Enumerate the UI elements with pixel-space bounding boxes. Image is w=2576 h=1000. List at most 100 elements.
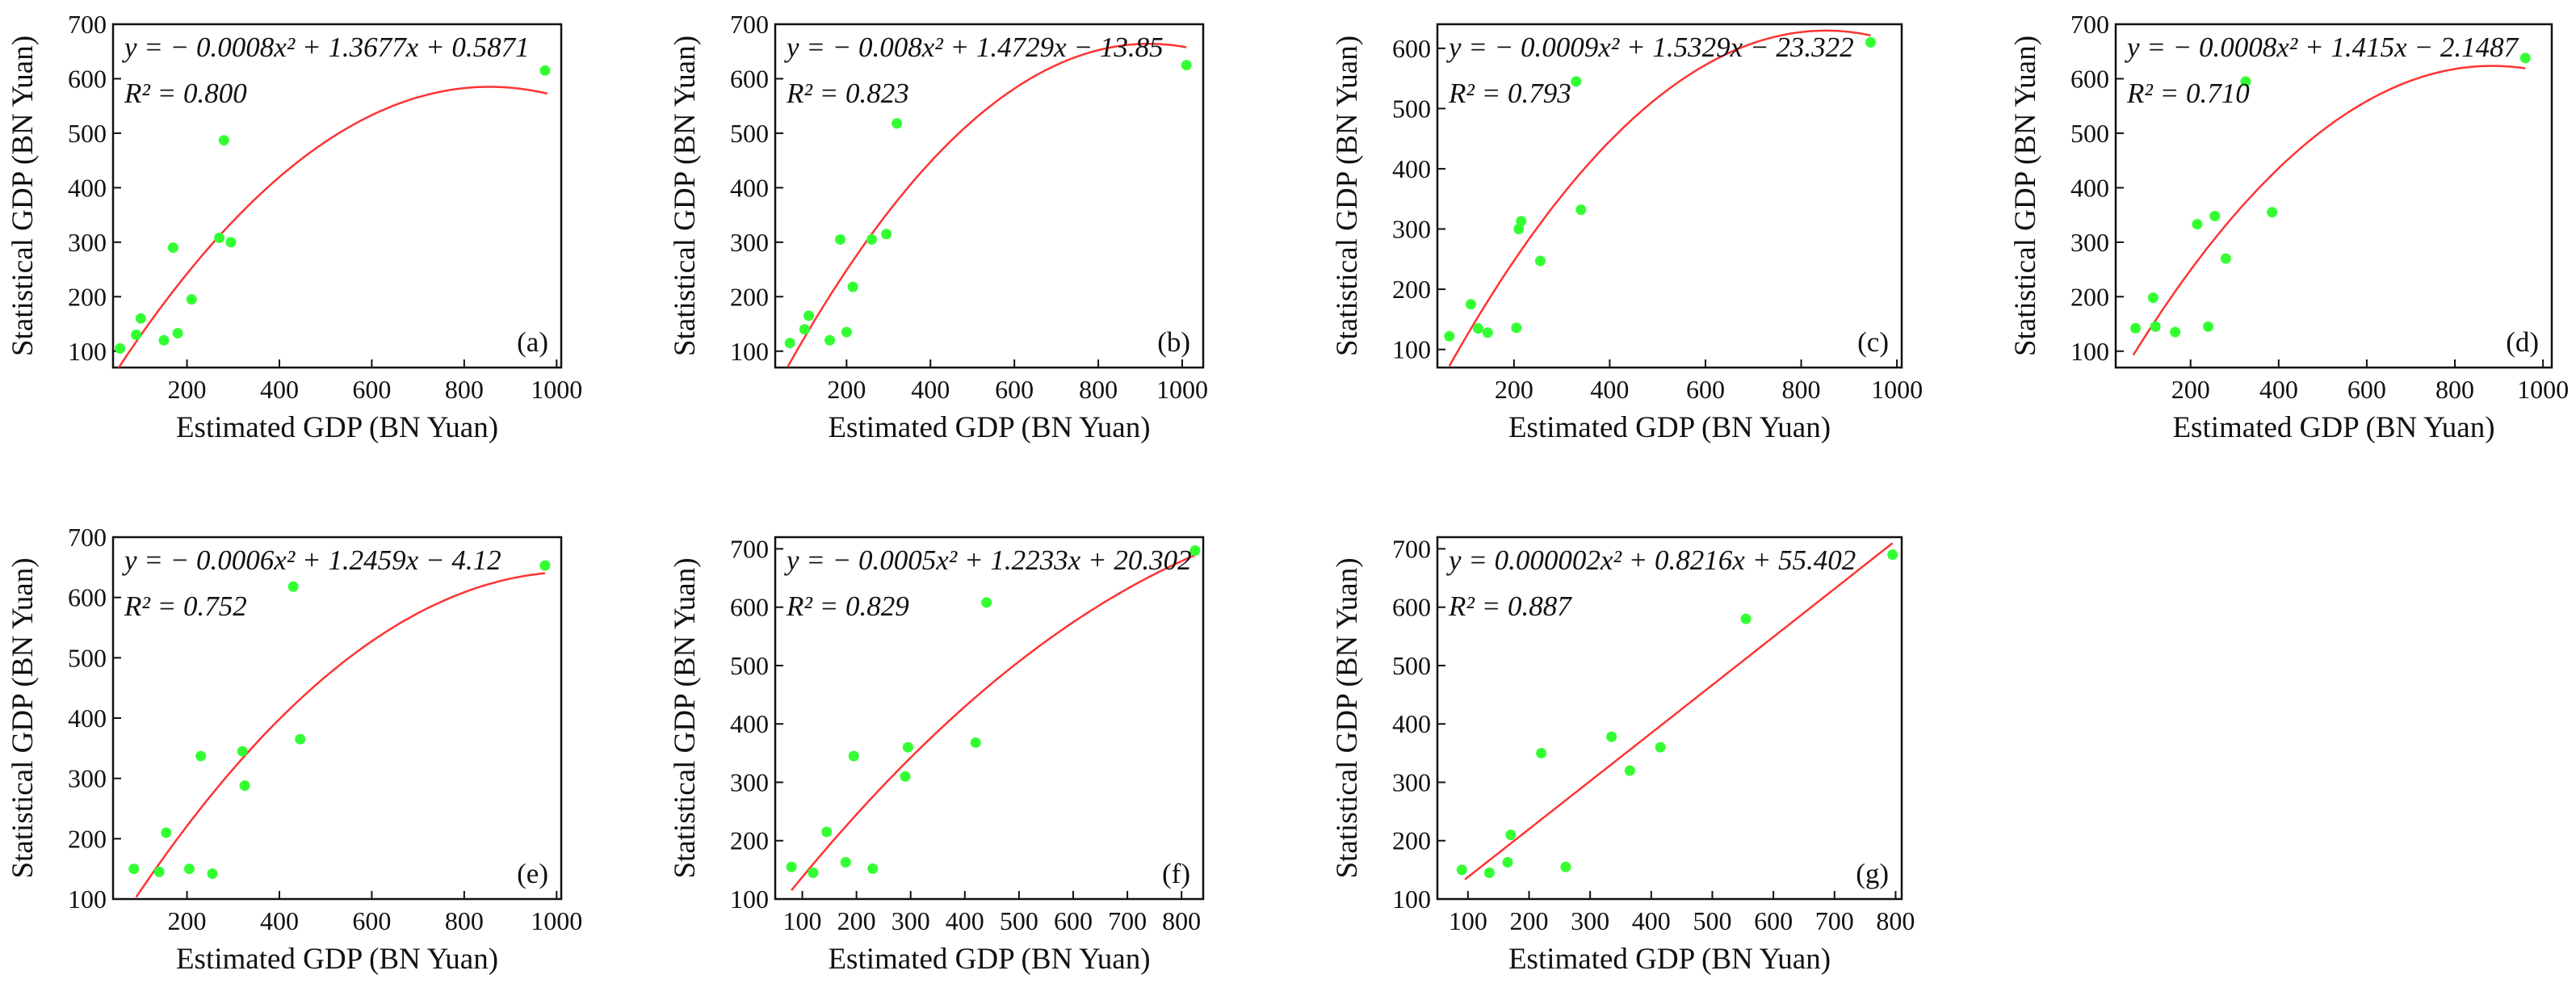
y-axis-label: Statistical GDP (BN Yuan) (669, 557, 702, 878)
chart-panel-6: 100 200 300 400 500 600 700 800 100 200 300 400 500 6… (669, 534, 1205, 976)
x-tick-label: 400 (260, 375, 299, 404)
x-tick-label: 800 (2435, 375, 2474, 404)
x-tick-label: 400 (2259, 375, 2298, 404)
y-tick-label: 200 (1392, 275, 1431, 304)
x-axis-label: Estimated GDP (BN Yuan) (2172, 411, 2494, 444)
y-axis-label: Statistical GDP (BN Yuan) (2009, 36, 2042, 356)
y-tick-label: 100 (2070, 337, 2109, 366)
data-point (183, 863, 195, 875)
x-tick-label: 800 (1162, 906, 1201, 935)
data-point (1502, 856, 1513, 868)
data-point (2150, 321, 2161, 332)
data-point (2267, 207, 2278, 218)
chart-panel-1: 200 400 600 800 1000 100 200 300 400 500 600 700 Est… (6, 10, 582, 444)
y-tick-label: 700 (1392, 534, 1431, 563)
x-tick-label: 300 (1571, 906, 1609, 935)
y-tick-label: 700 (730, 10, 769, 39)
x-tick-label: 600 (995, 375, 1034, 404)
x-axis-label: Estimated GDP (BN Yuan) (176, 943, 498, 976)
y-tick-label: 500 (1392, 651, 1431, 680)
data-point (848, 750, 859, 762)
x-tick-label: 200 (2171, 375, 2210, 404)
data-point (1516, 216, 1527, 227)
y-tick-label: 500 (730, 119, 769, 148)
data-point (1465, 299, 1476, 310)
x-tick-label: 100 (1449, 906, 1487, 935)
data-point (1181, 60, 1192, 71)
data-point (225, 237, 237, 248)
data-point (2203, 321, 2214, 332)
r-squared-label: R² = 0.793 (1448, 78, 1571, 109)
data-point (172, 328, 183, 338)
y-tick-label: 300 (1392, 215, 1431, 244)
y-tick-label: 200 (730, 826, 769, 855)
data-point (131, 330, 142, 341)
x-tick-label: 400 (1590, 375, 1629, 404)
data-point (1740, 613, 1752, 624)
x-tick-label: 100 (783, 906, 822, 935)
y-tick-label: 100 (730, 884, 769, 914)
x-tick-label: 1000 (531, 906, 582, 935)
x-axis-label: Estimated GDP (BN Yuan) (1508, 943, 1831, 976)
y-tick-label: 400 (2070, 173, 2109, 202)
y-tick-label: 300 (68, 228, 107, 257)
data-point (1189, 545, 1201, 557)
data-point (1482, 327, 1493, 338)
r-squared-label: R² = 0.887 (1448, 590, 1572, 622)
data-point (1624, 765, 1635, 776)
fit-curve (787, 42, 1187, 368)
chart-panel-7: 100 200 300 400 500 600 700 800 100 200 300 400 500 6… (1331, 534, 1915, 976)
x-tick-label: 600 (1686, 375, 1725, 404)
data-point (970, 737, 981, 748)
plot-frame (774, 23, 1205, 369)
x-axis-label: Estimated GDP (BN Yuan) (828, 411, 1150, 444)
x-tick-label: 400 (1632, 906, 1671, 935)
y-tick-label: 600 (68, 64, 107, 93)
data-point (835, 233, 846, 245)
y-tick-label: 600 (730, 593, 769, 622)
data-point (821, 826, 833, 838)
data-point (115, 342, 126, 354)
data-point (239, 780, 250, 792)
data-point (881, 229, 892, 240)
chart-panel-5: 200 400 600 800 1000 100 200 300 400 500 600 700 Est… (6, 523, 582, 976)
data-point (1571, 76, 1582, 87)
x-tick-label: 800 (445, 906, 484, 935)
x-tick-label: 200 (1495, 375, 1533, 404)
data-point (237, 746, 248, 757)
x-tick-label: 200 (837, 906, 876, 935)
y-tick-label: 300 (1392, 767, 1431, 796)
y-tick-label: 700 (730, 534, 769, 563)
fit-equation: y = 0.000002x² + 0.8216x + 55.402 (1446, 544, 1856, 576)
y-tick-label: 600 (68, 583, 107, 612)
data-point (784, 338, 795, 349)
y-tick-label: 100 (1392, 335, 1431, 364)
data-point (1655, 742, 1666, 753)
data-point (128, 863, 140, 875)
panel-label: (g) (1856, 858, 1889, 889)
x-tick-label: 200 (827, 375, 866, 404)
x-axis-label: Estimated GDP (BN Yuan) (1508, 411, 1831, 444)
r-squared-label: R² = 0.800 (124, 78, 247, 109)
y-tick-label: 500 (730, 651, 769, 680)
y-axis-label: Statistical GDP (BN Yuan) (6, 36, 40, 356)
data-point (808, 867, 819, 878)
y-tick-label: 200 (730, 282, 769, 311)
data-point (539, 65, 551, 76)
panel-label: (b) (1157, 326, 1190, 358)
y-tick-label: 400 (1392, 709, 1431, 738)
y-tick-label: 300 (730, 767, 769, 796)
data-point (902, 742, 913, 753)
fit-equation: y = − 0.0008x² + 1.3677x + 0.5871 (122, 32, 530, 63)
y-tick-label: 500 (1392, 94, 1431, 123)
x-tick-label: 800 (1079, 375, 1118, 404)
y-axis-label: Statistical GDP (BN Yuan) (1331, 557, 1364, 878)
y-tick-label: 200 (68, 824, 107, 853)
data-point (186, 294, 197, 305)
fit-equation: y = − 0.0008x² + 1.415x − 2.1487 (2125, 32, 2519, 63)
data-point (295, 733, 306, 745)
x-tick-label: 400 (260, 906, 299, 935)
y-tick-label: 200 (1392, 826, 1431, 855)
y-tick-label: 100 (68, 884, 107, 914)
y-tick-label: 400 (730, 173, 769, 202)
